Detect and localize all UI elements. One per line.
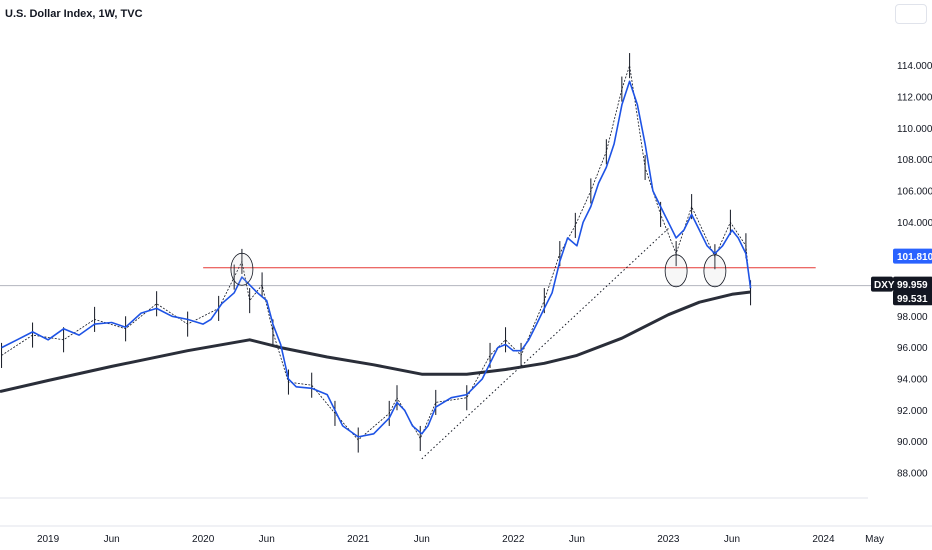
trend-line	[421, 228, 669, 460]
x-tick-label: Jun	[104, 534, 120, 545]
y-tick-label: 108.000	[897, 155, 932, 166]
highlight-circle	[230, 252, 254, 286]
x-tick-label: 2023	[657, 534, 680, 545]
x-tick-label: 2022	[502, 534, 525, 545]
x-tick-label: May	[865, 534, 884, 545]
x-tick-label: Jun	[724, 534, 740, 545]
price-label-bg	[893, 290, 932, 306]
highlight-circle	[664, 254, 688, 288]
y-tick-label: 98.000	[897, 312, 928, 323]
chart-settings-button[interactable]	[895, 4, 927, 24]
x-tick-label: Jun	[569, 534, 585, 545]
y-tick-label: 94.000	[897, 374, 928, 385]
price-label-text: 99.959	[897, 280, 928, 291]
y-axis[interactable]: 88.00090.00092.00094.00096.00098.000100.…	[897, 61, 932, 479]
x-tick-label: 2021	[347, 534, 370, 545]
price-label: 99.531	[893, 290, 932, 306]
y-tick-label: 114.000	[897, 61, 932, 72]
series-line-1	[0, 290, 751, 393]
x-tick-label: 2024	[812, 534, 835, 545]
y-tick-label: 88.000	[897, 468, 928, 479]
y-tick-label: 90.000	[897, 437, 928, 448]
price-label: 99.959	[893, 276, 932, 292]
price-label: 101.810	[893, 248, 932, 264]
series-group	[0, 53, 752, 453]
series-line-2	[1, 65, 751, 441]
symbol-tag-text: DXY	[874, 280, 895, 291]
y-tick-label: 104.000	[897, 218, 932, 229]
price-label-text: 99.531	[897, 294, 928, 305]
x-tick-label: 2019	[37, 534, 60, 545]
price-label-bg	[893, 248, 932, 264]
y-tick-label: 110.000	[897, 124, 932, 135]
annotations	[230, 252, 727, 288]
y-tick-label: 92.000	[897, 406, 928, 417]
x-tick-label: Jun	[259, 534, 275, 545]
y-tick-label: 112.000	[897, 92, 932, 103]
chart-title: U.S. Dollar Index, 1W, TVC	[5, 8, 143, 20]
symbol-tag: DXY	[871, 276, 895, 292]
y-tick-label: 96.000	[897, 343, 928, 354]
symbol-tag-bg	[871, 276, 893, 292]
price-label-text: 101.810	[897, 252, 932, 263]
y-tick-label: 106.000	[897, 186, 932, 197]
series-line-0	[1, 80, 752, 438]
horizontal-levels	[0, 228, 932, 460]
x-tick-label: Jun	[414, 534, 430, 545]
x-axis[interactable]: 2019 Jun 2020 Jun 2021 Jun 2022 Jun 2023 Jun 2024 M…	[37, 534, 884, 545]
x-tick-label: 2020	[192, 534, 215, 545]
highlight-circle	[703, 254, 727, 288]
price-label-bg	[893, 276, 932, 292]
